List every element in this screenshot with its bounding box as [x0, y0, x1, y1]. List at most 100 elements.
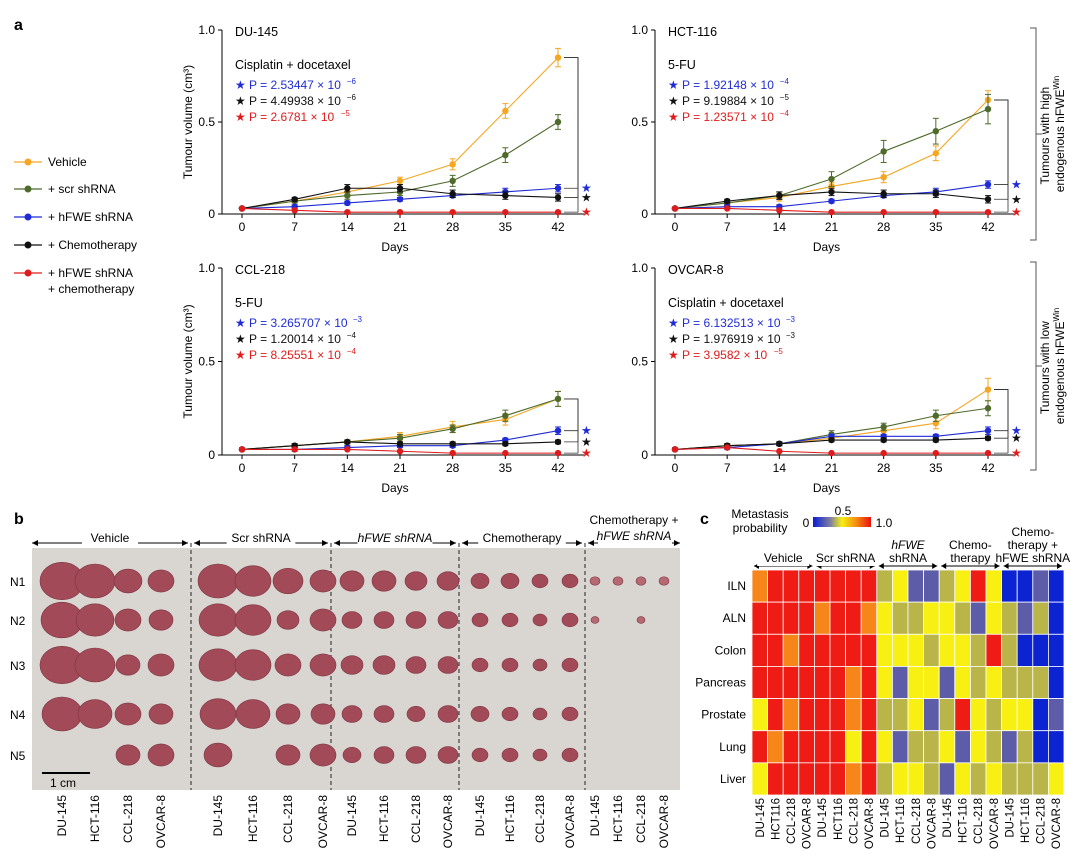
tumour — [234, 604, 272, 636]
scale-bar-label: 1 cm — [50, 776, 76, 790]
legend-label-1: + scr shRNA — [48, 182, 116, 196]
heatmap-cell — [1016, 601, 1034, 635]
y-tick-label: 1.0 — [631, 23, 648, 37]
y-axis-label: Tumour volume (cm³) — [181, 304, 195, 418]
heatmap-cell — [1016, 730, 1034, 764]
p-value-2: P = 1.23571 × 10 — [682, 110, 774, 124]
tumour — [309, 653, 337, 677]
heatmap-cell — [1048, 730, 1065, 764]
side-bracket-low: Tumours with low endogenous hFWEWin — [1030, 261, 1067, 471]
photo-column-label: HCT-116 — [88, 795, 102, 842]
heatmap-cell — [814, 569, 831, 603]
y-tick-label: 0 — [641, 207, 648, 221]
p-value-1: P = 4.49938 × 10 — [249, 94, 341, 108]
heatmap-cell — [751, 762, 769, 796]
x-tick-label: 42 — [551, 461, 565, 475]
tumour — [501, 612, 519, 628]
heatmap-cell — [798, 762, 815, 796]
photo-column-label: CCL-218 — [121, 795, 135, 843]
data-point — [984, 434, 992, 442]
heatmap-cell — [1032, 633, 1049, 667]
x-tick-label: 28 — [446, 220, 460, 234]
heatmap-column-label: CCL-218 — [786, 798, 798, 844]
heatmap-column-label: HCT-116 — [895, 798, 907, 843]
heatmap-cell — [829, 633, 847, 667]
tumour — [234, 565, 272, 597]
heatmap-column-label: DU-145 — [817, 798, 829, 838]
x-tick-label: 42 — [551, 220, 565, 234]
data-point — [554, 427, 562, 434]
x-tick-label: 35 — [929, 220, 943, 234]
y-tick-label: 1.0 — [198, 23, 215, 37]
heatmap-group-label-bg — [757, 552, 810, 566]
photo-column-label: DU-145 — [473, 795, 487, 837]
tumour — [147, 743, 175, 767]
x-axis-label: Days — [381, 240, 408, 254]
data-point — [776, 207, 783, 214]
tumour — [437, 705, 459, 723]
x-tick-label: 14 — [341, 461, 355, 475]
p-value-2: P = 2.6781 × 10 — [249, 110, 335, 124]
heatmap-cell — [845, 666, 862, 699]
tumour — [309, 569, 337, 593]
tumour — [532, 613, 548, 627]
data-point — [723, 205, 731, 212]
p-star-2: ★ — [668, 348, 679, 362]
p-star-1: ★ — [235, 94, 246, 108]
sig-star-0: ★ — [581, 424, 592, 438]
colorbar — [813, 517, 871, 527]
data-point — [554, 118, 562, 126]
heatmap-cell — [1048, 601, 1065, 635]
p-exp-1: −3 — [786, 331, 796, 340]
p-value-1: P = 1.976919 × 10 — [682, 332, 781, 346]
sig-star-2: ★ — [581, 205, 592, 219]
heatmap-column-label: OVCAR-8 — [1051, 798, 1063, 849]
heatmap-cell — [798, 569, 815, 603]
y-tick-label: 0 — [208, 207, 215, 221]
heatmap-cell — [1032, 666, 1049, 699]
heatmap-column-label: CCL-218 — [911, 798, 923, 844]
heatmap-cell — [1032, 762, 1049, 796]
p-exp-0: −3 — [353, 315, 363, 324]
heatmap-cell — [782, 633, 800, 667]
heatmap-column-label: DU-145 — [1004, 798, 1016, 838]
y-tick-label: 0 — [641, 448, 648, 462]
group-label-1: Scr shRNA — [231, 531, 290, 545]
legend-marker-3 — [24, 241, 32, 249]
heatmap-cell — [923, 633, 940, 667]
data-point — [396, 434, 404, 442]
tumour — [471, 747, 489, 763]
tumour — [470, 706, 490, 722]
sig-bracket-0 — [994, 389, 1009, 432]
heatmap-cell — [985, 601, 1003, 635]
heatmap-cell — [892, 569, 909, 603]
legend-label-0: Vehicle — [48, 155, 87, 169]
p-exp-0: −6 — [347, 77, 357, 86]
heatmap-group-label-4: hFWE shRNA — [995, 551, 1070, 565]
chart-du145: 0 0.5 1.0 0 7 14 21 28 35 42 Days Tumour volume (cm… — [181, 23, 592, 254]
data-point — [723, 197, 731, 205]
heatmap-cell — [876, 601, 893, 635]
tumour — [405, 656, 427, 674]
data-point — [344, 446, 351, 453]
tumour — [235, 699, 271, 729]
data-point — [291, 196, 298, 203]
data-point — [880, 190, 887, 197]
tumour — [590, 616, 600, 624]
tumour — [198, 603, 238, 637]
data-point — [880, 208, 887, 216]
colorbar-tick: 0.5 — [835, 504, 852, 518]
data-point — [880, 436, 887, 444]
heatmap-cell — [860, 633, 878, 667]
data-point — [880, 423, 887, 431]
data-point — [396, 440, 404, 447]
y-tick-label: 1.0 — [631, 261, 648, 275]
svg-text:Tumours with low endogen: Tumours with low endogenous hFWEWin — [1038, 308, 1067, 425]
heatmap-cell — [907, 730, 925, 764]
heatmap-column-label: DU-145 — [942, 798, 954, 838]
tumour — [341, 705, 363, 723]
heatmap-cell — [767, 698, 784, 732]
heatmap-cell — [845, 730, 862, 764]
p-exp-1: −5 — [780, 93, 790, 102]
heatmap-cell — [1016, 762, 1034, 796]
